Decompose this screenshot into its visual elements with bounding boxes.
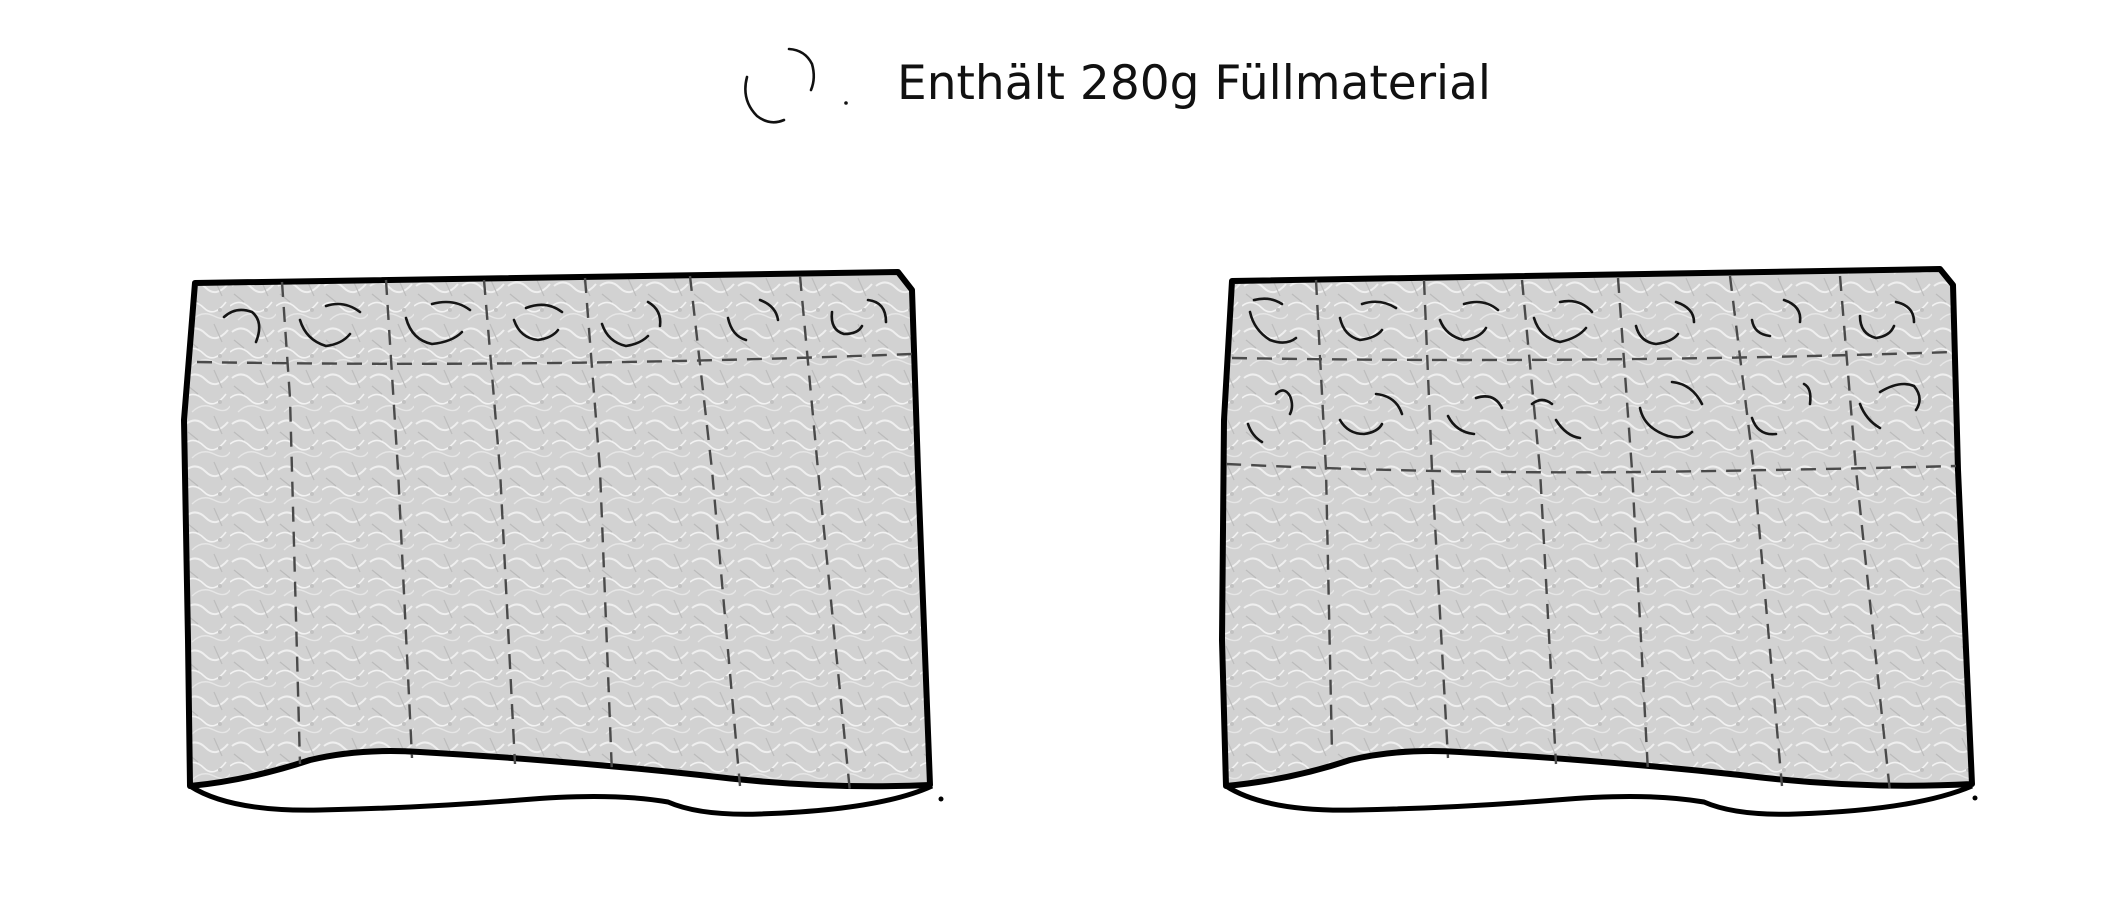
legend: Enthält 280g Füllmaterial xyxy=(744,47,1491,124)
panel-right xyxy=(1219,266,1978,817)
panel-right-fillings xyxy=(1246,297,1921,444)
panel-left-fillings xyxy=(222,298,888,348)
legend-label: Enthält 280g Füllmaterial xyxy=(897,56,1491,111)
panel-left xyxy=(181,269,944,817)
panel-right-stitches xyxy=(1225,275,1957,793)
filling-clump-icon xyxy=(744,47,848,124)
panel-left-dot xyxy=(938,796,944,802)
panel-right-hem xyxy=(1224,783,1973,817)
panel-left-body xyxy=(181,269,933,790)
panel-left-hem xyxy=(188,783,934,817)
panel-left-stitches xyxy=(196,275,913,793)
panel-right-dot xyxy=(1972,795,1978,801)
panel-right-body xyxy=(1219,266,1975,789)
